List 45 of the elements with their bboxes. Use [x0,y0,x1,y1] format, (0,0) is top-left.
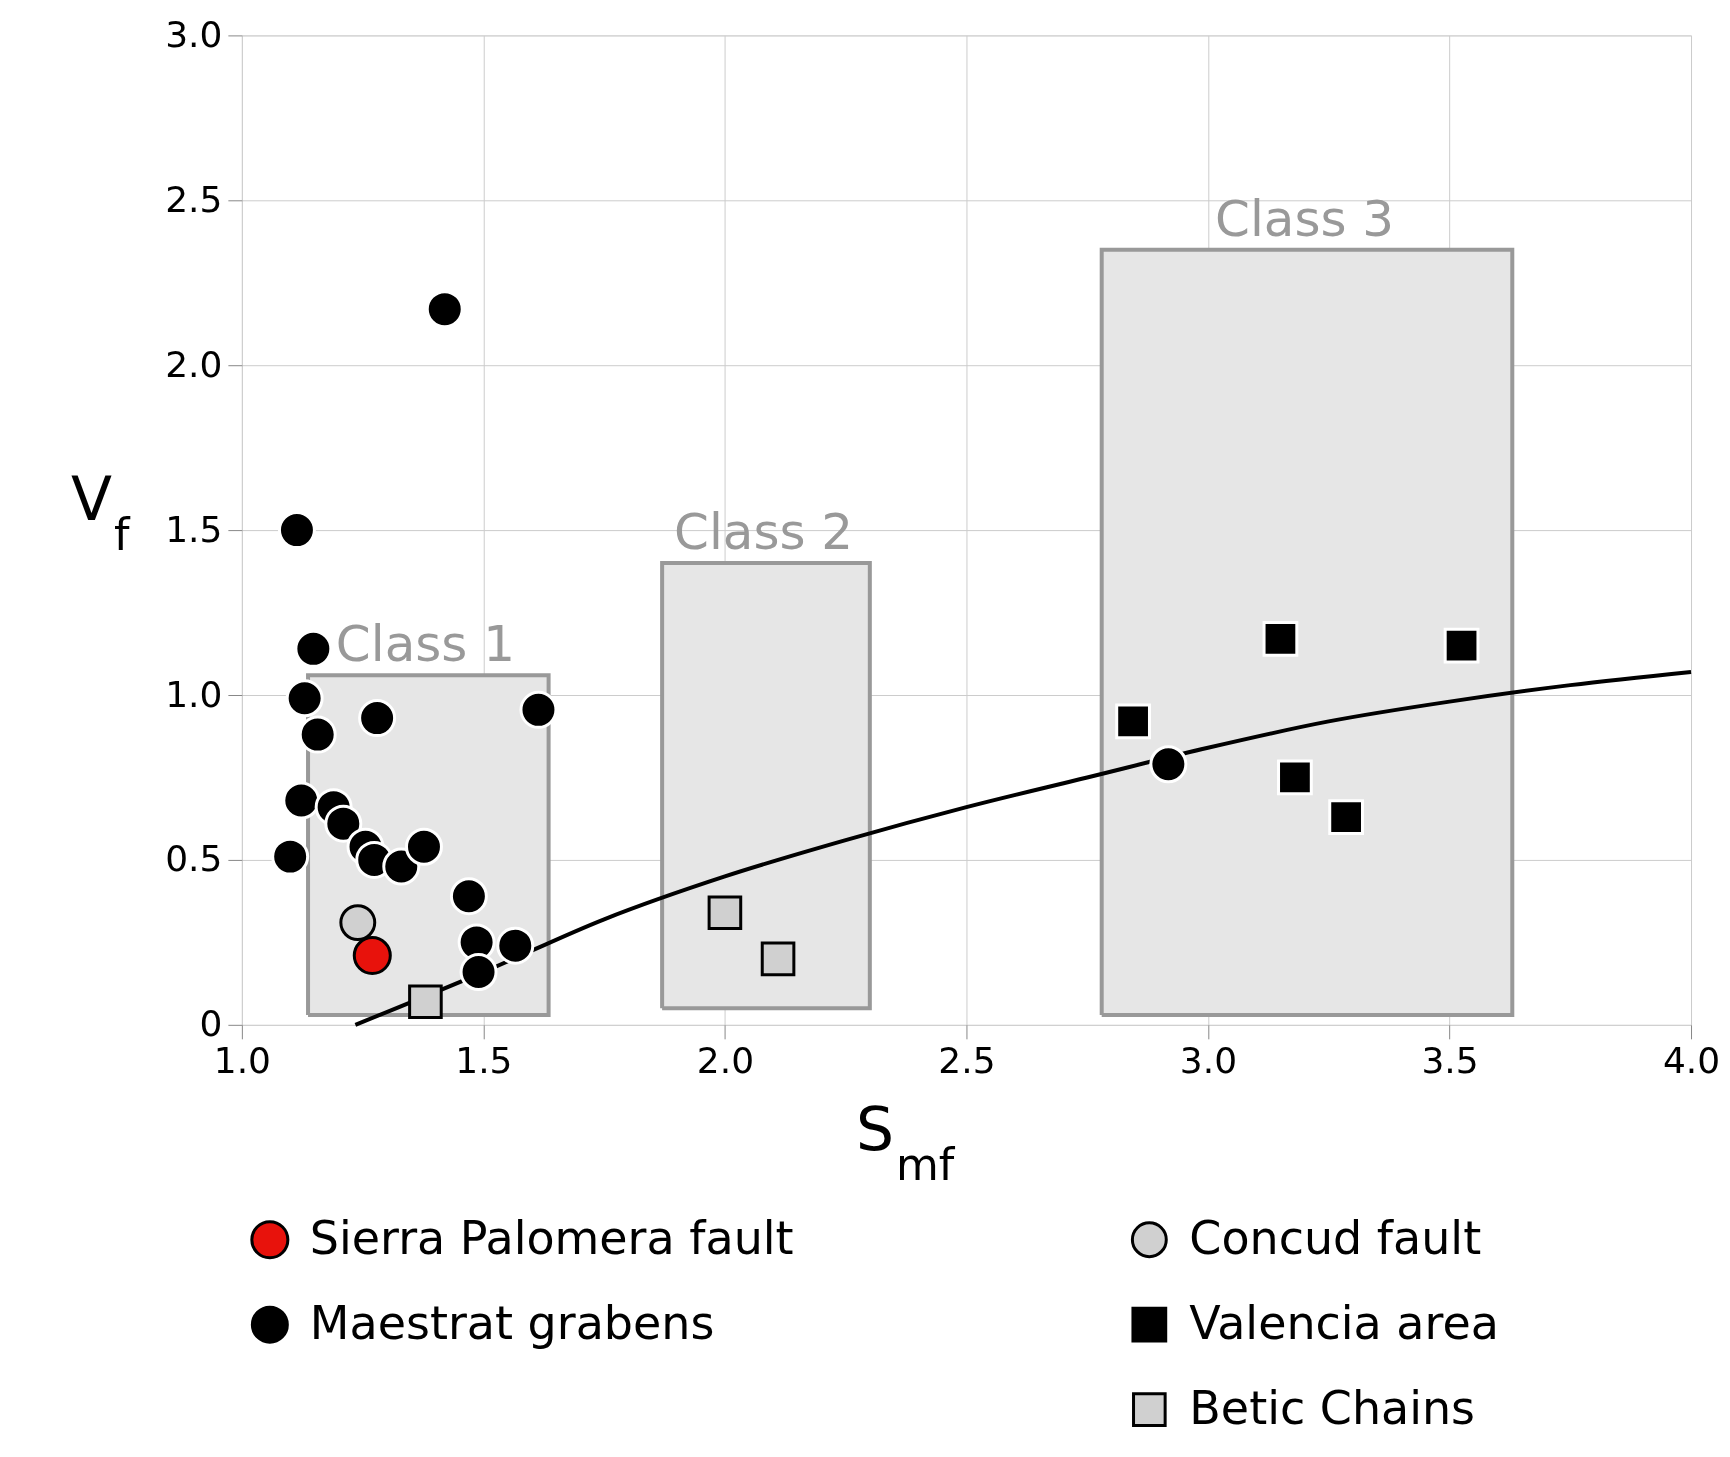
x-tick-label: 4.0 [1662,1040,1721,1082]
point [1443,627,1480,664]
y-tick-label: 1.0 [165,673,223,715]
point [294,629,333,668]
legend-label: Concud fault [1189,1210,1482,1265]
y-tick-label: 1.5 [165,508,223,550]
point [1149,745,1188,784]
legend-label: Sierra Palomera fault [309,1210,794,1265]
point [285,679,324,718]
annotation: Class 2 [673,503,854,562]
point [324,804,363,843]
line-series [353,669,1694,1027]
y-tick-label: 3.0 [165,13,223,55]
point [339,904,377,941]
x-tick-label: 3.0 [1179,1040,1238,1082]
y-tick-label: 2.0 [165,343,223,385]
point [1262,621,1299,657]
x-tick-label: 2.5 [938,1040,996,1082]
point [271,837,310,876]
point [459,953,498,992]
point [425,290,464,329]
annotation: Class 1 [335,615,515,674]
legend-label: Betic Chains [1189,1380,1476,1435]
point [1328,799,1365,835]
y-tick-label: 0.5 [165,838,223,880]
point [496,926,535,965]
point [1277,759,1313,796]
point [408,984,443,1020]
point [404,827,443,866]
annotation: Class 3 [1215,189,1395,248]
legend-label: Maestrat grabens [309,1295,715,1350]
y-tick-label: 2.5 [165,178,223,220]
point [358,699,397,738]
point [282,781,321,820]
point [298,715,337,754]
x-tick-label: 2.0 [696,1040,755,1082]
legend-label: Valencia area [1189,1295,1499,1350]
point [519,690,558,729]
x-tick-label: 3.5 [1421,1040,1479,1082]
point [760,941,796,977]
point [352,936,392,976]
x-tick-label: 1.5 [455,1040,513,1082]
point [707,895,743,930]
point [1115,703,1151,740]
point [449,877,488,916]
